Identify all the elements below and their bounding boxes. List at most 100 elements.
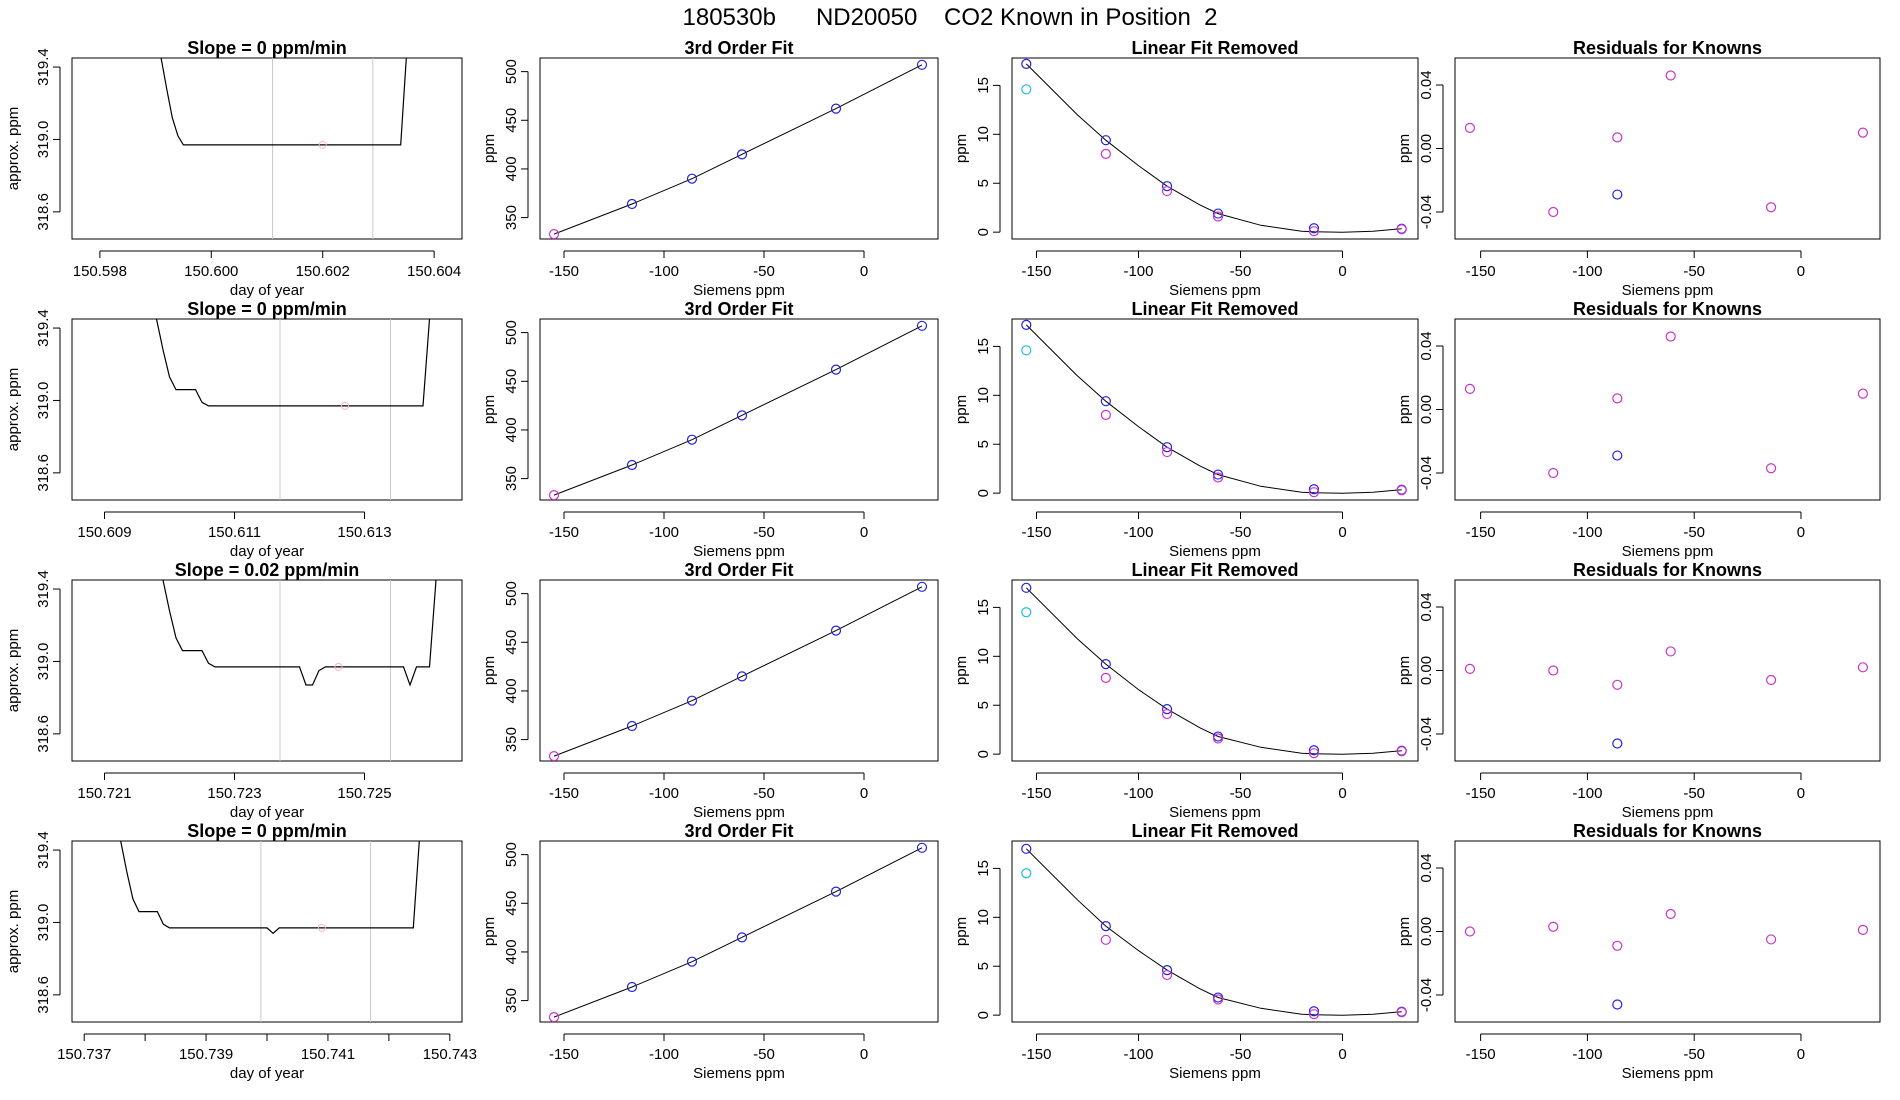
x-axis-label: Siemens ppm	[693, 804, 785, 821]
plot-frame	[539, 318, 939, 501]
y-tick-label: 350	[503, 988, 520, 1013]
plot-frame	[1454, 579, 1881, 762]
data-point-magenta	[1308, 748, 1320, 759]
x-tick-label: -100	[649, 263, 679, 280]
x-tick-label: 0	[860, 263, 868, 280]
y-axis-label: ppm	[481, 656, 498, 685]
y-tick-label: 500	[503, 581, 520, 606]
data-point-blue	[1161, 442, 1173, 453]
x-tick-label: -150	[1466, 785, 1496, 802]
y-tick-label: 450	[503, 630, 520, 655]
y-tick-label: 0.00	[1418, 134, 1435, 163]
y-axis-label: approx. ppm	[5, 890, 22, 973]
panel-title: Linear Fit Removed	[1131, 560, 1298, 580]
data-point	[548, 751, 560, 761]
x-tick-label: -50	[1683, 263, 1705, 280]
x-tick-label: 150.737	[57, 1046, 111, 1063]
panel-title: 3rd Order Fit	[684, 560, 793, 580]
y-axis-label: ppm	[1396, 134, 1413, 163]
concentration-trace	[155, 319, 431, 407]
x-tick-label: -50	[753, 785, 775, 802]
data-point-blue	[1212, 208, 1224, 219]
panel-trace-row-4: Slope = 0 ppm/min 150.737 150.739 150.741 15…	[5, 821, 477, 1082]
concentration-trace	[120, 841, 420, 935]
panel-fit-row-3: 3rd Order Fit -150 -100 -50 0 Siemens ppm 350 4…	[481, 560, 939, 821]
x-axis-label: Siemens ppm	[693, 282, 785, 299]
y-axis-label: ppm	[953, 917, 970, 946]
y-tick-label: 15	[975, 860, 992, 877]
y-tick-label: -0.04	[1418, 456, 1435, 490]
data-point-magenta	[1161, 969, 1173, 981]
data-point-magenta	[1665, 646, 1676, 657]
data-point-blue	[1612, 999, 1623, 1010]
panel-title: Slope = 0 ppm/min	[187, 821, 347, 841]
data-point-magenta	[1548, 665, 1559, 676]
x-tick-label: 150.609	[77, 524, 131, 541]
x-tick-label: -100	[649, 524, 679, 541]
data-layer	[1464, 646, 1869, 749]
y-tick-label: 400	[503, 156, 520, 181]
plot-frame	[1011, 579, 1419, 762]
data-point-magenta	[1212, 211, 1224, 222]
y-tick-label: -0.04	[1418, 717, 1435, 751]
panel-linear-row-1: Linear Fit Removed -150 -100 -50 0 Siemens pp…	[953, 38, 1419, 299]
x-tick-label: -100	[1123, 785, 1153, 802]
data-point-blue	[1100, 135, 1111, 146]
data-point-magenta	[1464, 926, 1476, 937]
y-tick-label: 350	[503, 205, 520, 230]
plot-frame	[71, 318, 463, 501]
data-point-blue	[1212, 469, 1224, 480]
y-tick-label: 400	[503, 417, 520, 442]
panel-trace-row-3: Slope = 0.02 ppm/min 150.721 150.723 150.72…	[5, 560, 463, 821]
data-point-magenta	[1161, 185, 1173, 197]
x-tick-label: 0	[1797, 785, 1805, 802]
x-tick-label: -50	[1683, 524, 1705, 541]
y-tick-label: 0.00	[1418, 917, 1435, 946]
y-axis-label: ppm	[481, 917, 498, 946]
data-point	[736, 410, 748, 421]
y-tick-label: 350	[503, 727, 520, 752]
data-point-blue	[1308, 223, 1320, 234]
data-point	[686, 956, 698, 967]
data-point-cyan	[1021, 345, 1032, 356]
data-point-magenta	[1612, 679, 1623, 690]
mean-marker	[341, 401, 349, 410]
y-axis-label: ppm	[481, 395, 498, 424]
data-point	[916, 59, 928, 70]
y-tick-label: 319.4	[35, 831, 52, 869]
panel-title: Slope = 0 ppm/min	[187, 38, 347, 58]
data-point-blue	[1612, 738, 1623, 749]
data-point-magenta	[1765, 463, 1777, 474]
x-axis-label: Siemens ppm	[1622, 282, 1714, 299]
x-tick-label: -150	[549, 263, 579, 280]
data-point	[686, 434, 698, 445]
data-point-blue	[1308, 1006, 1320, 1017]
y-axis-label: ppm	[953, 134, 970, 163]
y-tick-label: 0	[975, 489, 992, 497]
y-tick-label: 318.6	[35, 454, 52, 492]
fit-curve	[1025, 324, 1402, 494]
x-axis-label: Siemens ppm	[1169, 543, 1261, 560]
x-axis-label: day of year	[230, 543, 304, 560]
data-point-magenta	[1212, 733, 1224, 744]
data-point-magenta	[1857, 127, 1869, 138]
y-tick-label: 5	[975, 440, 992, 448]
panel-resid-row-3: Residuals for Knowns -150 -100 -50 0 Siemens …	[1396, 560, 1881, 821]
data-point-magenta	[1464, 663, 1476, 675]
data-point-magenta	[1464, 122, 1476, 133]
plot-frame	[1454, 840, 1881, 1023]
x-tick-label: -50	[1230, 524, 1252, 541]
data-point-magenta	[1396, 746, 1407, 757]
y-tick-label: 500	[503, 320, 520, 345]
x-axis-label: Siemens ppm	[1622, 543, 1714, 560]
data-point	[686, 173, 698, 184]
x-tick-label: -150	[1021, 1046, 1051, 1063]
y-tick-label: 15	[975, 338, 992, 355]
x-tick-label: -50	[753, 524, 775, 541]
y-tick-label: 318.6	[35, 193, 52, 231]
x-tick-label: -150	[549, 1046, 579, 1063]
data-point-magenta	[1161, 446, 1173, 458]
y-tick-label: 319.0	[35, 382, 52, 420]
x-tick-label: 0	[1338, 785, 1346, 802]
